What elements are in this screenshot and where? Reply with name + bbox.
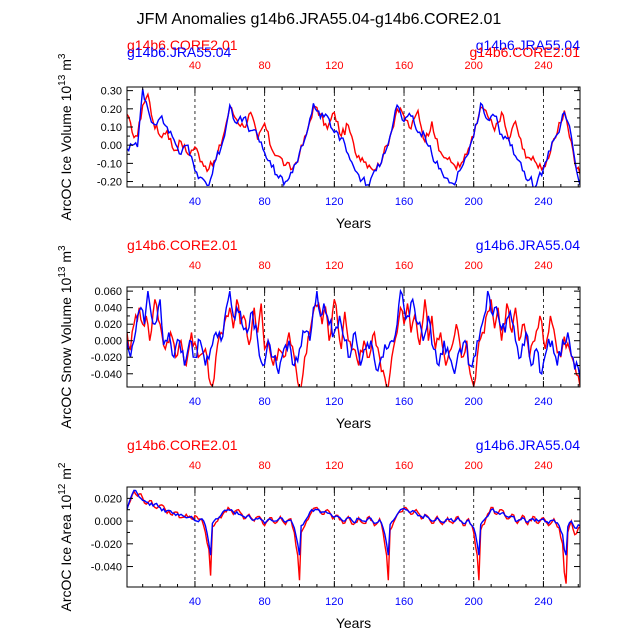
y-axis-label: ArcOC Ice Volume 1013 m3: [57, 53, 74, 220]
x-tick-label-top: 160: [395, 260, 413, 272]
series-line-core2: [127, 92, 580, 175]
series-line-jra55: [127, 88, 580, 187]
overlap-right-label: g14b6.CORE2.01: [469, 44, 580, 60]
x-tick-label-top: 240: [534, 260, 552, 272]
y-tick-label: 0.040: [94, 303, 122, 315]
y-axis-label-part: 2: [57, 462, 68, 468]
y-tick-label: 0.00: [101, 140, 122, 152]
y-axis-label-part: 3: [57, 53, 68, 59]
x-axis-label: Years: [336, 215, 371, 231]
x-tick-label-bottom: 40: [189, 596, 201, 608]
x-tick-label-bottom: 200: [465, 396, 483, 408]
top-right-case-label: g14b6.JRA55.04: [476, 237, 581, 253]
y-tick-label: 0.020: [94, 493, 122, 505]
series-line-jra55: [127, 288, 580, 379]
figure-title: JFM Anomalies g14b6.JRA55.04-g14b6.CORE2…: [137, 11, 502, 28]
x-tick-label-bottom: 80: [259, 196, 271, 208]
x-tick-label-bottom: 120: [325, 196, 343, 208]
y-tick-label: 0.20: [101, 104, 122, 116]
chart-panel-3: -0.040 -0.020 0.000 0.020 40 40 80 80 120 120 160 1…: [57, 437, 581, 631]
y-tick-label: -0.040: [91, 369, 122, 381]
y-axis-label-part: 3: [57, 245, 68, 251]
x-axis-label: Years: [336, 615, 371, 631]
x-tick-label-top: 120: [325, 460, 343, 472]
x-tick-label-bottom: 240: [534, 596, 552, 608]
plot-frame: [126, 486, 581, 588]
x-tick-label-top: 40: [189, 260, 201, 272]
chart-panel-1: -0.20 -0.10 0.00 0.10 0.20 0.30 40 40 80 80 120 120…: [57, 37, 581, 231]
x-tick-label-bottom: 160: [395, 196, 413, 208]
x-tick-label-bottom: 200: [465, 196, 483, 208]
y-tick-label: -0.10: [97, 158, 122, 170]
x-tick-label-top: 80: [259, 260, 271, 272]
x-tick-label-top: 80: [259, 60, 271, 72]
x-tick-label-top: 40: [189, 60, 201, 72]
y-axis-label-part: m: [58, 59, 74, 75]
top-left-case-label: g14b6.CORE2.01: [127, 237, 238, 253]
x-tick-label-bottom: 40: [189, 196, 201, 208]
y-tick-label: 0.30: [101, 86, 122, 98]
y-axis-label: ArcOC Snow Volume 1013 m3: [57, 245, 74, 429]
top-right-case-label: g14b6.JRA55.04: [476, 437, 581, 453]
y-tick-label: 0.060: [94, 286, 122, 298]
y-axis-label-part: m: [58, 468, 74, 484]
x-tick-label-bottom: 200: [465, 596, 483, 608]
y-tick-label: 0.10: [101, 122, 122, 134]
y-axis-label-part: 13: [57, 266, 68, 278]
x-tick-label-bottom: 40: [189, 396, 201, 408]
y-axis-label-part: ArcOC Snow Volume 10: [58, 277, 74, 428]
x-tick-label-top: 240: [534, 460, 552, 472]
plot-frame: [126, 286, 581, 388]
top-right-case-label: g14b6.JRA55.04: [476, 37, 581, 53]
x-tick-label-bottom: 240: [534, 396, 552, 408]
chart-panel-2: -0.040 -0.020 0.000 0.020 0.040 0.060 40 40 80 80…: [57, 237, 581, 431]
y-tick-label: 0.000: [94, 336, 122, 348]
y-axis-label: ArcOC Ice Area 1012 m2: [57, 462, 74, 611]
x-tick-label-top: 40: [189, 460, 201, 472]
x-tick-label-top: 120: [325, 60, 343, 72]
x-tick-label-top: 240: [534, 60, 552, 72]
y-tick-label: -0.040: [91, 562, 122, 574]
x-tick-label-bottom: 160: [395, 596, 413, 608]
x-axis-label: Years: [336, 415, 371, 431]
x-tick-label-bottom: 240: [534, 196, 552, 208]
x-tick-label-bottom: 160: [395, 396, 413, 408]
x-tick-label-top: 200: [465, 60, 483, 72]
y-axis-label-part: ArcOC Ice Volume 10: [58, 86, 74, 221]
y-axis-label-part: ArcOC Ice Area 10: [58, 495, 74, 612]
overlap-left-label: g14b6.JRA55.04: [127, 44, 232, 60]
x-tick-label-bottom: 80: [259, 396, 271, 408]
y-tick-label: 0.000: [94, 516, 122, 528]
x-tick-label-bottom: 120: [325, 596, 343, 608]
y-axis-label-part: 13: [57, 74, 68, 86]
x-tick-label-top: 200: [465, 460, 483, 472]
y-tick-label: -0.20: [97, 177, 122, 189]
x-tick-label-top: 200: [465, 260, 483, 272]
x-tick-label-top: 160: [395, 460, 413, 472]
series-line-core2: [127, 299, 580, 387]
y-axis-label-part: 12: [57, 483, 68, 495]
plot-frame: [126, 86, 581, 188]
series-line-jra55: [127, 489, 580, 556]
y-tick-label: -0.020: [91, 352, 122, 364]
y-tick-label: 0.020: [94, 319, 122, 331]
x-tick-label-top: 80: [259, 460, 271, 472]
y-tick-label: -0.020: [91, 539, 122, 551]
top-left-case-label: g14b6.CORE2.01: [127, 37, 238, 53]
x-tick-label-top: 160: [395, 60, 413, 72]
x-tick-label-top: 120: [325, 260, 343, 272]
x-tick-label-bottom: 120: [325, 396, 343, 408]
y-axis-label-part: m: [58, 251, 74, 267]
top-left-case-label: g14b6.CORE2.01: [127, 437, 238, 453]
x-tick-label-bottom: 80: [259, 596, 271, 608]
